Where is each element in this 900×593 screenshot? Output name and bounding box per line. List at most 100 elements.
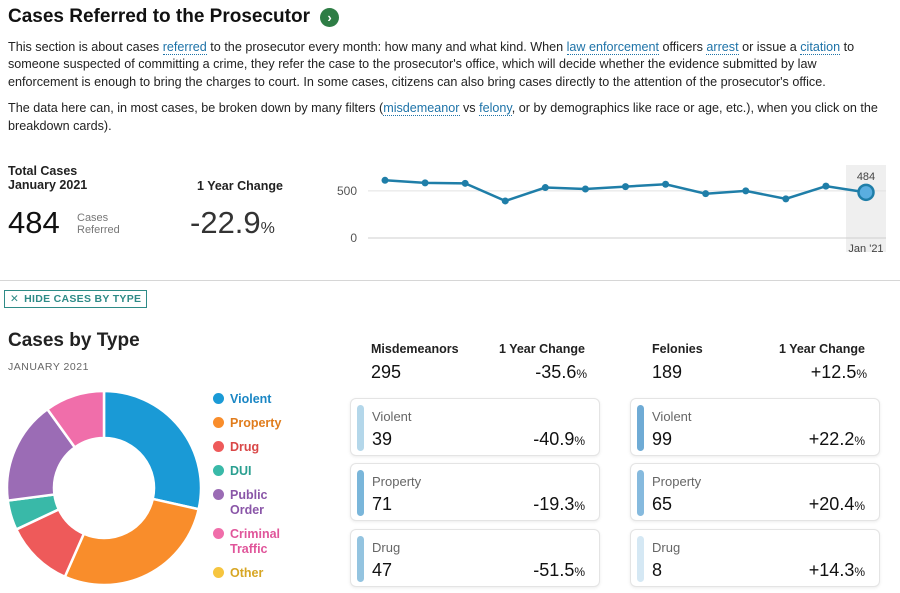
misdemeanors-card-drug[interactable]: Drug 47 -51.5%: [350, 529, 600, 587]
year-change-label: 1 Year Change: [197, 179, 283, 193]
hide-button-label: HIDE CASES BY TYPE: [24, 293, 142, 305]
misdemeanors-total: 295: [371, 362, 402, 382]
trend-point[interactable]: [702, 190, 710, 198]
legend-label: Public Order: [230, 488, 268, 517]
year-change-number: -22.9: [190, 205, 261, 240]
card-change-number: -51.5: [533, 560, 575, 580]
legend-item-other[interactable]: Other: [213, 566, 298, 581]
card-change-number: -19.3: [533, 494, 575, 514]
glossary-link-referred[interactable]: referred: [162, 40, 207, 55]
trend-point[interactable]: [622, 183, 629, 191]
donut-legend: Violent Property Drug DUI Public Order Crimin…: [213, 392, 298, 590]
page-header: Cases Referred to the Prosecutor ›: [8, 6, 339, 28]
trend-point[interactable]: [742, 187, 750, 195]
card-count: 65: [652, 494, 673, 514]
card-type-label: Violent: [372, 409, 412, 424]
intro-paragraph-1: This section is about cases referred to …: [8, 39, 888, 91]
intro-text: This section is about cases referred to …: [8, 39, 888, 144]
intro-text-segment: , or by demographics like race or age, e…: [8, 101, 878, 133]
total-cases-unit: Cases Referred: [77, 212, 120, 236]
percent-sign: %: [260, 220, 275, 237]
glossary-link-arrest[interactable]: arrest: [706, 40, 739, 55]
misdemeanors-change-label: 1 Year Change: [499, 342, 585, 356]
hide-cases-by-type-button[interactable]: ✕ HIDE CASES BY TYPE: [4, 290, 148, 308]
legend-item-drug[interactable]: Drug: [213, 440, 298, 455]
page-title: Cases Referred to the Prosecutor: [8, 6, 310, 27]
misdemeanors-change-number: -35.6: [535, 362, 577, 382]
percent-sign: %: [854, 565, 865, 579]
felonies-card-violent[interactable]: Violent 99 +22.2%: [630, 398, 880, 456]
card-change-number: +14.3: [808, 560, 855, 580]
felonies-change-number: +12.5: [810, 362, 857, 382]
percent-sign: %: [574, 499, 585, 513]
felonies-label: Felonies: [652, 342, 703, 356]
legend-swatch: [213, 489, 224, 500]
card-count: 71: [372, 494, 393, 514]
percent-sign: %: [574, 565, 585, 579]
trend-point[interactable]: [541, 184, 549, 192]
card-accent-bar: [637, 405, 644, 451]
section-divider: [0, 280, 900, 281]
card-type-label: Property: [652, 474, 702, 489]
trend-point[interactable]: [381, 176, 389, 184]
legend-item-dui[interactable]: DUI: [213, 464, 298, 479]
trend-point[interactable]: [822, 182, 830, 190]
trend-point[interactable]: [581, 185, 589, 193]
legend-swatch: [213, 465, 224, 476]
intro-text-segment: vs: [459, 101, 480, 116]
year-change-value: -22.9%: [190, 205, 275, 241]
chevron-right-icon[interactable]: ›: [320, 7, 339, 27]
legend-swatch: [213, 441, 224, 452]
card-accent-bar: [357, 470, 364, 516]
donut-slice-criminal-traffic[interactable]: [45, 390, 106, 450]
legend-label: Criminal Traffic: [230, 527, 281, 556]
total-cases-label: Total Cases January 2021: [8, 164, 87, 192]
x-axis-label: Jan '21: [848, 243, 883, 255]
total-cases-period: January 2021: [8, 178, 88, 192]
donut-slice-property[interactable]: [63, 497, 201, 586]
legend-swatch: [213, 528, 224, 539]
legend-item-public-order[interactable]: Public Order: [213, 488, 298, 518]
legend-label: Drug: [230, 440, 260, 454]
card-type-label: Drug: [652, 540, 681, 555]
cases-by-type-subtitle: JANUARY 2021: [8, 361, 89, 373]
misdemeanors-label: Misdemeanors: [371, 342, 459, 356]
trend-point[interactable]: [782, 195, 790, 203]
card-year-change: -51.5%: [533, 560, 585, 581]
glossary-link-law-enforcement[interactable]: law enforcement: [566, 40, 660, 55]
felonies-total: 189: [652, 362, 683, 382]
trend-point[interactable]: [421, 179, 429, 187]
card-change-number: -40.9: [533, 429, 575, 449]
intro-text-segment: This section is about cases: [8, 40, 163, 54]
legend-item-violent[interactable]: Violent: [213, 392, 298, 407]
percent-sign: %: [854, 434, 865, 448]
intro-text-segment: to someone suspected of committing a cri…: [8, 40, 855, 89]
card-type-label: Drug: [372, 540, 401, 555]
card-change-number: +20.4: [808, 494, 855, 514]
card-year-change: +14.3%: [809, 560, 865, 581]
felonies-change-label: 1 Year Change: [779, 342, 865, 356]
card-count: 99: [652, 429, 673, 449]
card-type-label: Violent: [652, 409, 692, 424]
misdemeanors-card-violent[interactable]: Violent 39 -40.9%: [350, 398, 600, 456]
trend-point[interactable]: [461, 179, 469, 187]
felonies-card-property[interactable]: Property 65 +20.4%: [630, 463, 880, 521]
legend-label: DUI: [230, 464, 252, 478]
legend-item-criminal-traffic[interactable]: Criminal Traffic: [213, 527, 298, 557]
close-icon: ✕: [10, 293, 20, 305]
legend-item-property[interactable]: Property: [213, 416, 298, 431]
legend-label: Violent: [230, 392, 272, 406]
glossary-link-citation[interactable]: citation: [800, 40, 841, 55]
donut-slice-violent[interactable]: [102, 390, 202, 511]
y-tick-label: 500: [337, 184, 357, 198]
trend-point[interactable]: [501, 197, 509, 205]
current-month-point[interactable]: [857, 183, 875, 202]
misdemeanors-card-property[interactable]: Property 71 -19.3%: [350, 463, 600, 521]
cases-by-type-title: Cases by Type: [8, 330, 140, 351]
glossary-link-misdemeanor[interactable]: misdemeanor: [383, 101, 460, 117]
glossary-link-felony[interactable]: felony: [479, 101, 512, 117]
trend-point[interactable]: [662, 180, 670, 188]
intro-text-segment: to the prosecutor every month: how many …: [206, 40, 567, 54]
card-change-number: +22.2: [808, 429, 855, 449]
felonies-card-drug[interactable]: Drug 8 +14.3%: [630, 529, 880, 587]
